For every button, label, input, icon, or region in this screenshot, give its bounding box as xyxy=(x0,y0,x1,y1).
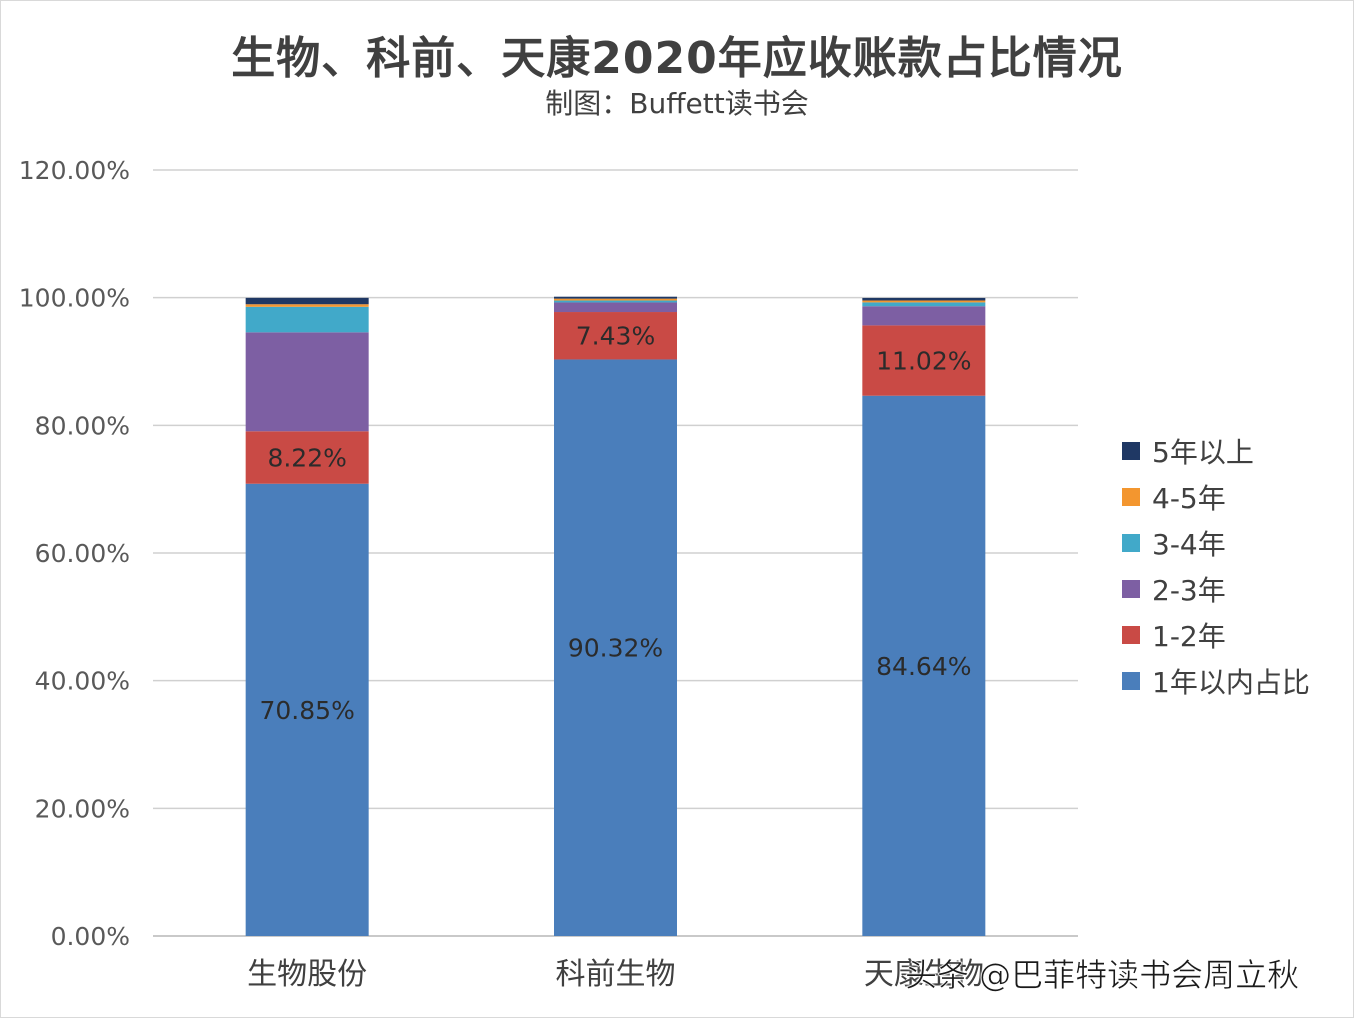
chart-subtitle: 制图：Buffett读书会 xyxy=(545,87,809,120)
data-labels: 70.85% 8.22% 90.32% 7.43% 84.64% 11.02% xyxy=(260,322,972,725)
legend-swatch xyxy=(1122,626,1140,644)
bars xyxy=(245,296,986,936)
legend-label: 3-4年 xyxy=(1152,528,1226,561)
legend-label: 4-5年 xyxy=(1152,482,1226,515)
y-tick-label: 40.00% xyxy=(35,667,130,696)
legend-item: 2-3年 xyxy=(1122,566,1348,612)
bar-segment xyxy=(862,297,986,301)
bar-segment xyxy=(554,298,677,301)
data-label: 11.02% xyxy=(876,347,971,376)
bar-segment xyxy=(862,325,986,396)
bar-segment xyxy=(554,312,677,360)
bar-segment xyxy=(245,332,369,432)
chart-legend: 5年以上 4-5年 3-4年 2-3年 1-2年 1年以内占比 xyxy=(1122,428,1348,704)
bar-segment xyxy=(862,306,986,326)
y-tick-label: 120.00% xyxy=(19,156,130,185)
legend-item: 5年以上 xyxy=(1122,428,1348,474)
bar-segment xyxy=(554,359,677,936)
x-tick-label: 科前生物 xyxy=(556,957,676,992)
legend-swatch xyxy=(1122,534,1140,552)
data-label: 90.32% xyxy=(568,634,663,663)
data-label: 84.64% xyxy=(876,652,971,681)
x-tick-label: 生物股份 xyxy=(247,957,367,992)
y-tick-label: 0.00% xyxy=(51,922,130,951)
legend-label: 2-3年 xyxy=(1152,574,1226,607)
data-label: 70.85% xyxy=(260,696,355,725)
legend-label: 1-2年 xyxy=(1152,620,1226,653)
bar-segment xyxy=(862,395,986,936)
bar-segment xyxy=(862,302,986,307)
bar-segment xyxy=(245,304,369,307)
bar-segment xyxy=(862,300,986,303)
y-tick-label: 20.00% xyxy=(35,794,130,823)
legend-label: 5年以上 xyxy=(1152,436,1254,469)
bar-segment xyxy=(245,297,369,305)
y-tick-label: 80.00% xyxy=(35,411,130,440)
legend-item: 1-2年 xyxy=(1122,612,1348,658)
legend-label: 1年以内占比 xyxy=(1152,666,1310,699)
bar-segment xyxy=(554,302,677,313)
x-axis-ticks: 生物股份 科前生物 天康生物 xyxy=(247,957,984,992)
bar-segment xyxy=(554,300,677,303)
bar-segment xyxy=(245,431,369,484)
data-label: 8.22% xyxy=(267,444,346,473)
legend-swatch xyxy=(1122,580,1140,598)
legend-item: 3-4年 xyxy=(1122,520,1348,566)
watermark: 头条 @巴菲特读书会周立秋 xyxy=(905,956,1300,995)
bar-segment xyxy=(245,483,369,936)
legend-swatch xyxy=(1122,488,1140,506)
data-label: 7.43% xyxy=(576,322,655,351)
legend-item: 4-5年 xyxy=(1122,474,1348,520)
bar-segment xyxy=(554,296,677,299)
chart-title: 生物、科前、天康2020年应收账款占比情况 xyxy=(231,33,1123,84)
y-tick-label: 100.00% xyxy=(19,284,130,313)
legend-item: 1年以内占比 xyxy=(1122,658,1348,704)
legend-swatch xyxy=(1122,672,1140,690)
x-tick-label: 天康生物 xyxy=(864,957,984,992)
legend-swatch xyxy=(1122,442,1140,460)
y-axis-ticks: 0.00% 20.00% 40.00% 60.00% 80.00% 100.00% 120.… xyxy=(19,156,130,951)
bar-segment xyxy=(245,306,369,333)
y-tick-label: 60.00% xyxy=(35,539,130,568)
